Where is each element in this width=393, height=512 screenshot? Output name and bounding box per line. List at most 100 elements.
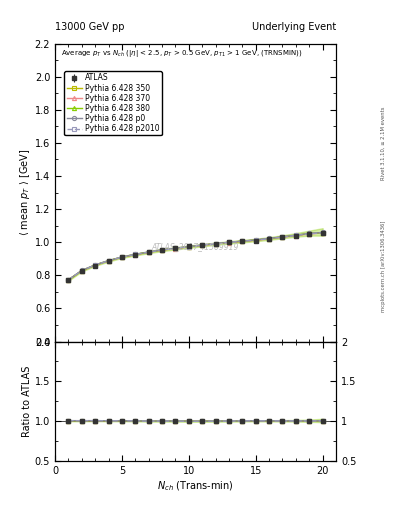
Pythia 6.428 350: [200, 242, 205, 248]
Pythia 6.428 350: [280, 234, 285, 240]
Pythia 6.428 380: [280, 234, 285, 240]
Pythia 6.428 370: [93, 262, 97, 268]
Pythia 6.428 350: [253, 237, 258, 243]
Pythia 6.428 380: [106, 258, 111, 264]
Pythia 6.428 380: [93, 262, 97, 268]
Pythia 6.428 p0: [240, 238, 245, 244]
Pythia 6.428 p2010: [240, 238, 245, 244]
Pythia 6.428 370: [66, 277, 71, 283]
Pythia 6.428 p2010: [119, 254, 124, 260]
Y-axis label: $\langle$ mean $p_T$ $\rangle$ [GeV]: $\langle$ mean $p_T$ $\rangle$ [GeV]: [18, 149, 32, 236]
Pythia 6.428 p2010: [267, 236, 272, 242]
Pythia 6.428 p2010: [146, 249, 151, 255]
Pythia 6.428 380: [320, 229, 325, 236]
Line: Pythia 6.428 370: Pythia 6.428 370: [66, 231, 325, 282]
Pythia 6.428 380: [307, 230, 312, 237]
Pythia 6.428 380: [253, 237, 258, 243]
Pythia 6.428 350: [173, 245, 178, 251]
Pythia 6.428 350: [160, 247, 164, 253]
Pythia 6.428 p0: [173, 245, 178, 251]
Pythia 6.428 p0: [213, 241, 218, 247]
Pythia 6.428 380: [133, 251, 138, 258]
Pythia 6.428 350: [307, 230, 312, 237]
Pythia 6.428 350: [320, 229, 325, 236]
Text: ATLAS_2017_I1509919: ATLAS_2017_I1509919: [152, 242, 239, 251]
Pythia 6.428 370: [253, 237, 258, 243]
Pythia 6.428 370: [160, 247, 164, 253]
Pythia 6.428 350: [186, 244, 191, 250]
Pythia 6.428 p0: [119, 254, 124, 260]
Pythia 6.428 370: [79, 268, 84, 274]
Pythia 6.428 380: [200, 242, 205, 248]
Line: Pythia 6.428 350: Pythia 6.428 350: [66, 230, 325, 282]
Pythia 6.428 p2010: [79, 267, 84, 273]
Y-axis label: Ratio to ATLAS: Ratio to ATLAS: [22, 366, 32, 437]
Pythia 6.428 p0: [160, 247, 164, 253]
Pythia 6.428 380: [79, 268, 84, 274]
Pythia 6.428 350: [294, 232, 298, 239]
Pythia 6.428 380: [267, 236, 272, 242]
Text: Average $p_T$ vs $N_{ch}$ ($|\eta|$ < 2.5, $p_T$ > 0.5 GeV, $p_{T1}$ > 1 GeV, (T: Average $p_T$ vs $N_{ch}$ ($|\eta|$ < 2.…: [61, 48, 302, 59]
Pythia 6.428 p2010: [93, 262, 97, 268]
Pythia 6.428 350: [267, 236, 272, 242]
Pythia 6.428 350: [66, 277, 71, 283]
Pythia 6.428 p2010: [200, 242, 205, 248]
Pythia 6.428 350: [119, 254, 124, 260]
Pythia 6.428 350: [133, 251, 138, 258]
Pythia 6.428 p2010: [280, 234, 285, 240]
Pythia 6.428 370: [240, 238, 245, 244]
Pythia 6.428 p2010: [294, 232, 298, 239]
Pythia 6.428 350: [240, 238, 245, 244]
Pythia 6.428 350: [227, 239, 231, 245]
Pythia 6.428 p2010: [253, 237, 258, 243]
Pythia 6.428 p2010: [173, 245, 178, 251]
Pythia 6.428 p0: [253, 237, 258, 243]
Pythia 6.428 p0: [320, 229, 325, 236]
Pythia 6.428 p0: [133, 251, 138, 258]
Pythia 6.428 370: [200, 242, 205, 248]
Pythia 6.428 380: [160, 247, 164, 253]
Pythia 6.428 380: [173, 245, 178, 251]
Text: Rivet 3.1.10, ≥ 2.1M events: Rivet 3.1.10, ≥ 2.1M events: [381, 106, 386, 180]
Pythia 6.428 p0: [186, 244, 191, 250]
Pythia 6.428 370: [146, 249, 151, 255]
Pythia 6.428 380: [146, 249, 151, 255]
Pythia 6.428 350: [146, 249, 151, 255]
Line: Pythia 6.428 380: Pythia 6.428 380: [66, 230, 325, 282]
Legend: ATLAS, Pythia 6.428 350, Pythia 6.428 370, Pythia 6.428 380, Pythia 6.428 p0, Py: ATLAS, Pythia 6.428 350, Pythia 6.428 37…: [64, 71, 162, 136]
Pythia 6.428 370: [186, 244, 191, 250]
Pythia 6.428 p0: [106, 258, 111, 264]
Line: Pythia 6.428 p2010: Pythia 6.428 p2010: [66, 231, 325, 282]
Pythia 6.428 p0: [79, 267, 84, 273]
Pythia 6.428 p2010: [186, 244, 191, 250]
Pythia 6.428 p2010: [320, 230, 325, 236]
Pythia 6.428 p0: [66, 277, 71, 283]
Text: mcplots.cern.ch [arXiv:1306.3436]: mcplots.cern.ch [arXiv:1306.3436]: [381, 221, 386, 312]
Text: 13000 GeV pp: 13000 GeV pp: [55, 22, 125, 32]
Pythia 6.428 370: [280, 234, 285, 240]
Pythia 6.428 p2010: [66, 277, 71, 283]
Pythia 6.428 350: [213, 241, 218, 247]
Pythia 6.428 380: [66, 277, 71, 283]
Pythia 6.428 380: [119, 254, 124, 260]
Pythia 6.428 p0: [307, 230, 312, 237]
Pythia 6.428 380: [186, 244, 191, 250]
Pythia 6.428 370: [173, 245, 178, 251]
Pythia 6.428 p2010: [133, 251, 138, 258]
Pythia 6.428 380: [213, 241, 218, 247]
Pythia 6.428 p0: [146, 249, 151, 255]
Pythia 6.428 380: [240, 238, 245, 244]
X-axis label: $N_{ch}$ (Trans-min): $N_{ch}$ (Trans-min): [157, 480, 234, 494]
Pythia 6.428 370: [307, 231, 312, 237]
Pythia 6.428 370: [227, 240, 231, 246]
Line: Pythia 6.428 p0: Pythia 6.428 p0: [66, 230, 325, 282]
Pythia 6.428 p0: [93, 262, 97, 268]
Pythia 6.428 p0: [294, 232, 298, 238]
Pythia 6.428 p0: [200, 242, 205, 248]
Pythia 6.428 350: [93, 262, 97, 268]
Pythia 6.428 370: [267, 236, 272, 242]
Pythia 6.428 370: [106, 258, 111, 264]
Pythia 6.428 p0: [280, 233, 285, 240]
Pythia 6.428 370: [119, 254, 124, 261]
Pythia 6.428 p2010: [160, 247, 164, 253]
